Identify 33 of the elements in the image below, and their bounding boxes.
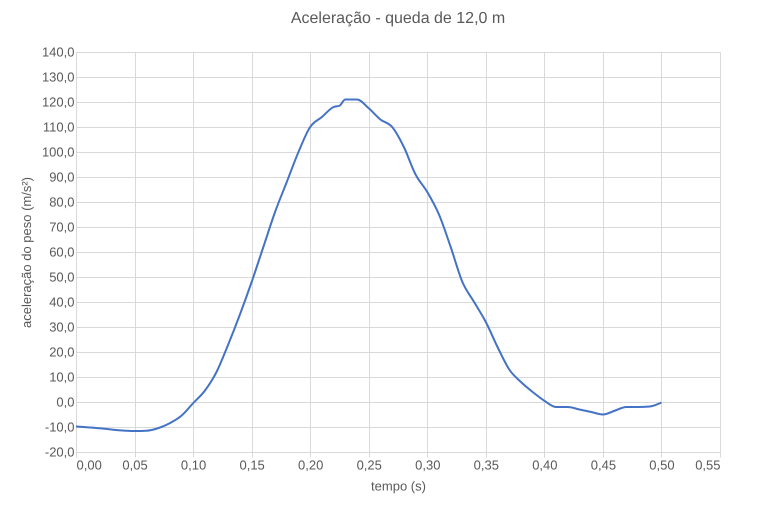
x-tick-label: 0,10 [180,458,206,472]
y-tick-label: 0,0 [56,394,74,410]
y-tick-label: 10,0 [49,370,74,384]
y-tick-label: 50,0 [49,270,74,284]
x-tick-label: 0,30 [415,458,440,472]
x-tick-label: 0,20 [298,458,324,472]
y-tick-label: 140,0 [42,44,74,60]
x-tick-label: 0,50 [649,458,675,472]
y-axis-title: aceleração do peso (m/s²) [18,176,34,328]
y-tick-label: 40,0 [49,294,74,310]
y-tick-label: -10,0 [44,420,74,434]
y-tick-label: 130,0 [42,70,74,84]
x-tick-label: 0,40 [532,458,558,472]
x-tick-label: 0,25 [356,458,382,472]
y-tick-label: 100,0 [42,144,74,160]
y-tick-label: 60,0 [49,244,74,260]
x-tick-label: 0,05 [122,458,148,472]
y-tick-label: 120,0 [42,94,74,110]
y-tick-label: 80,0 [49,194,74,210]
x-tick-label: 0,15 [239,458,265,472]
y-tick-label: 110,0 [42,120,74,134]
chart-title: Aceleração - queda de 12,0 m [290,10,506,27]
x-tick-label: 0,35 [474,458,499,472]
x-tick-label: 0,00 [76,458,102,472]
y-tick-label: 70,0 [49,220,74,234]
y-tick-label: 30,0 [49,320,74,334]
line-series [75,98,662,432]
y-tick-label: 20,0 [49,344,74,360]
x-axis-title: tempo (s) [371,478,426,494]
y-tick-label: 90,0 [49,170,74,184]
y-tick-label: -20,0 [44,444,74,460]
x-tick-label: 0,45 [590,458,616,472]
x-tick-label: 0,55 [695,458,720,472]
